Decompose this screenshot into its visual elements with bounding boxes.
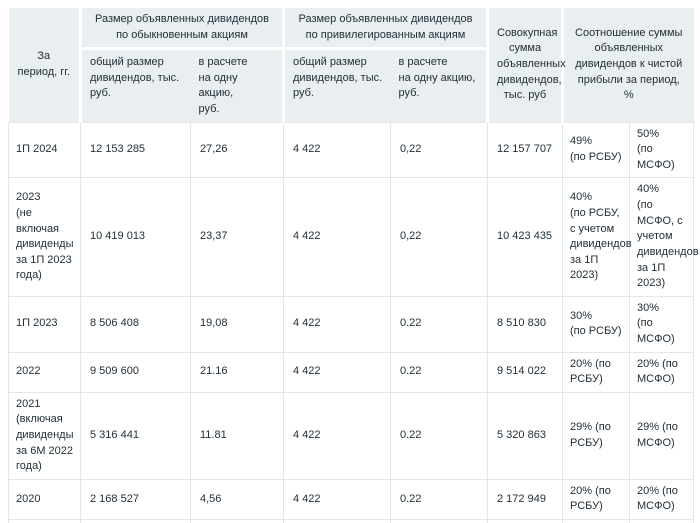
cell-ordinary-per-share: 19,08 (190, 295, 284, 353)
cell-ratio-rsbu: 20% (по РСБУ) (562, 351, 630, 393)
cell-total-sum: 1 588 018 (487, 519, 563, 523)
header-ordinary-total: общий размер дивидендов, тыс. руб. (79, 47, 191, 123)
cell-ordinary-per-share: 23,37 (190, 177, 284, 297)
cell-ratio-ifrs: 50% (по МСФО) (628, 121, 695, 179)
table-header: За период, гг. Размер объявленных дивиде… (8, 8, 694, 123)
cell-ratio-ifrs: 20% (по МСФО) (628, 478, 695, 521)
cell-ratio-rsbu: 28% (по РСБУ) (562, 519, 630, 523)
table-row: 2020 2 168 527 4,56 4 422 0.22 2 172 949… (8, 478, 695, 521)
table-row: 2023 (не включая дивиденды за 1П 2023 го… (8, 177, 699, 297)
cell-ordinary-total: 5 316 441 (80, 391, 191, 480)
header-row-subcolumns: общий размер дивидендов, тыс. руб. в рас… (9, 47, 694, 123)
header-total-sum: Совокупная сумма объявленных дивидендов,… (486, 8, 566, 123)
cell-period: 2019 (включая дивиденды за 9М 2020 года) (8, 519, 81, 523)
cell-period: 2020 (8, 478, 81, 521)
table-row: 2019 (включая дивиденды за 9М 2020 года)… (8, 519, 695, 523)
dividends-table: За период, гг. Размер объявленных дивиде… (8, 8, 699, 523)
header-group-preferred-shares: Размер объявленных дивидендов по привиле… (282, 8, 488, 49)
cell-total-sum: 8 510 830 (487, 295, 563, 353)
header-ratio-to-net-profit: Соотношение суммы объявленных дивидендов… (560, 8, 694, 123)
cell-ordinary-total: 9 509 600 (80, 351, 191, 393)
cell-ordinary-per-share: 21.16 (190, 351, 284, 393)
cell-period: 1П 2024 (8, 121, 81, 179)
cell-ordinary-total: 8 506 408 (80, 295, 191, 353)
cell-ordinary-per-share: 4,56 (190, 478, 284, 521)
cell-ratio-ifrs: 20% (по МСФО) (628, 351, 695, 393)
cell-ordinary-total: 10 419 013 (80, 177, 191, 297)
cell-period: 2023 (не включая дивиденды за 1П 2023 го… (8, 177, 81, 297)
cell-preferred-total: 4 422 (283, 351, 391, 393)
cell-preferred-per-share: 0,22 (390, 177, 488, 297)
cell-period: 2021 (включая дивиденды за 6М 2022 года) (8, 391, 81, 480)
cell-ratio-ifrs: 40% (по МСФО, с учетом дивидендов за 1П … (628, 177, 699, 297)
cell-total-sum: 9 514 022 (487, 351, 563, 393)
cell-preferred-total: 4 422 (283, 478, 391, 521)
cell-preferred-total: 4 422 (283, 295, 391, 353)
cell-ratio-ifrs: 20% (по МСФО) (628, 519, 695, 523)
header-period: За период, гг. (8, 8, 81, 123)
cell-ratio-rsbu: 29% (по РСБУ) (562, 391, 630, 480)
cell-preferred-total: 4 422 (283, 177, 391, 297)
header-preferred-per-share: в расчете на одну акцию, руб. (390, 47, 488, 123)
cell-ratio-rsbu: 30% (по РСБУ) (562, 295, 630, 353)
cell-preferred-total: 4 422 (283, 121, 391, 179)
cell-ordinary-total: 12 153 285 (80, 121, 191, 179)
cell-ratio-rsbu: 49% (по РСБУ) (562, 121, 630, 179)
cell-total-sum: 12 157 707 (487, 121, 563, 179)
cell-preferred-per-share: 0.22 (390, 478, 488, 521)
header-ordinary-per-share: в расчете на одну акцию, руб. (190, 47, 284, 123)
cell-preferred-total: 4 422 (283, 391, 391, 480)
cell-preferred-per-share: 0.22 (390, 351, 488, 393)
cell-ratio-ifrs: 30% (по МСФО) (628, 295, 695, 353)
table-row: 1П 2024 12 153 285 27,26 4 422 0,22 12 1… (8, 121, 695, 179)
cell-preferred-per-share: 0.22 (390, 519, 488, 523)
table-row: 1П 2023 8 506 408 19,08 4 422 0.22 8 510… (8, 295, 695, 353)
table-row: 2021 (включая дивиденды за 6М 2022 года)… (8, 391, 695, 480)
cell-ordinary-total: 1 583 596 (80, 519, 191, 523)
cell-ordinary-per-share: 11.81 (190, 391, 284, 480)
cell-preferred-per-share: 0.22 (390, 391, 488, 480)
cell-total-sum: 2 172 949 (487, 478, 563, 521)
cell-preferred-per-share: 0.22 (390, 295, 488, 353)
cell-ratio-ifrs: 29% (по МСФО) (628, 391, 695, 480)
cell-preferred-per-share: 0,22 (390, 121, 488, 179)
header-row-groups: За период, гг. Размер объявленных дивиде… (8, 8, 694, 123)
table-row: 2022 9 509 600 21.16 4 422 0.22 9 514 02… (8, 351, 695, 393)
cell-ordinary-total: 2 168 527 (80, 478, 191, 521)
header-group-ordinary-shares: Размер объявленных дивидендов по обыкнов… (79, 8, 284, 49)
table-body: 1П 2024 12 153 285 27,26 4 422 0,22 12 1… (8, 121, 699, 523)
cell-total-sum: 10 423 435 (487, 177, 563, 297)
header-preferred-total: общий размер дивидендов, тыс. руб. (282, 47, 391, 123)
cell-period: 1П 2023 (8, 295, 81, 353)
cell-preferred-total: 4 422 (283, 519, 391, 523)
cell-period: 2022 (8, 351, 81, 393)
cell-ratio-rsbu: 40% (по РСБУ, с учетом дивидендов за 1П … (562, 177, 632, 297)
cell-ordinary-per-share: 27,26 (190, 121, 284, 179)
cell-ordinary-per-share: 3,33 (190, 519, 284, 523)
cell-total-sum: 5 320 863 (487, 391, 563, 480)
cell-ratio-rsbu: 20% (по РСБУ) (562, 478, 630, 521)
